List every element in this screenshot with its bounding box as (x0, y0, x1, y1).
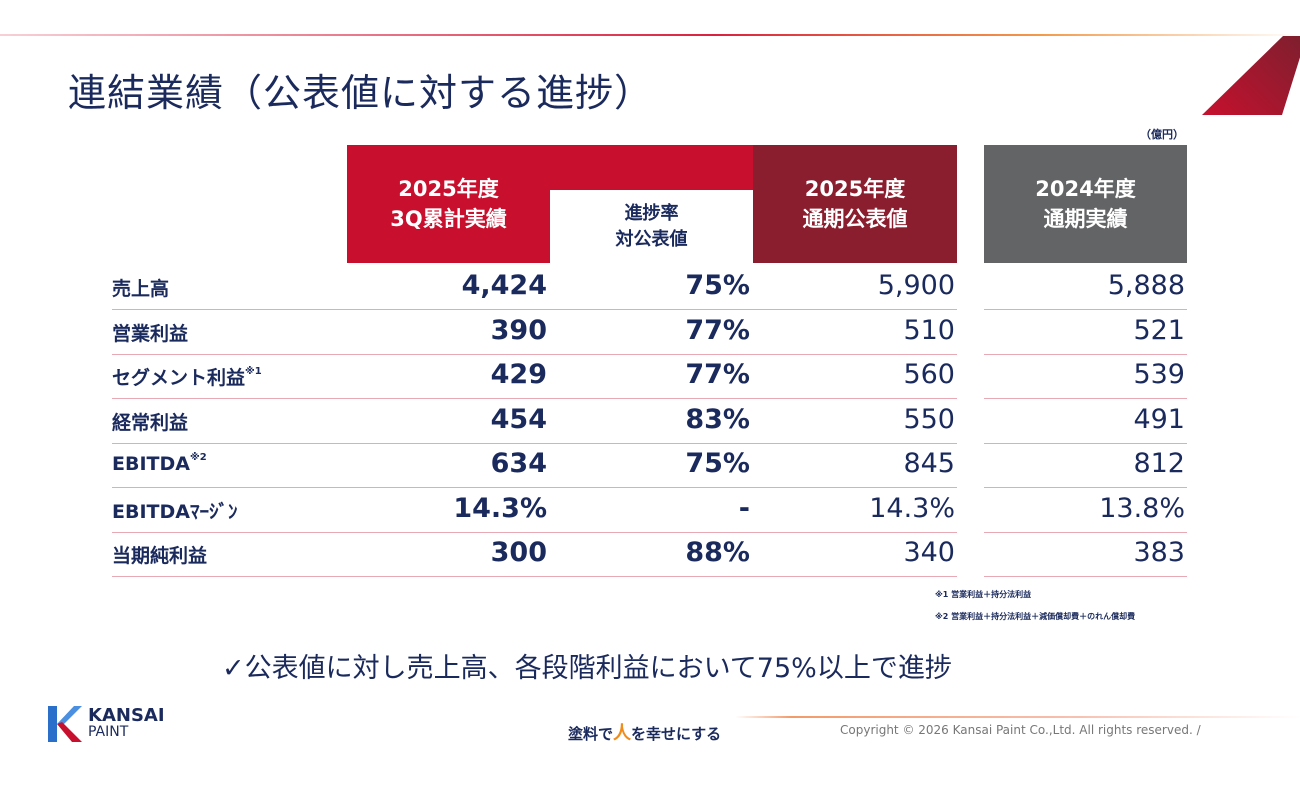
row-divider (112, 531, 957, 533)
row-divider (984, 309, 1187, 310)
header-line: 2024年度 (1035, 177, 1136, 201)
row-divider (112, 487, 957, 488)
row-label: EBITDAﾏｰｼﾞﾝ (112, 497, 237, 524)
header-2024-actual: 2024年度 通期実績 (984, 145, 1187, 263)
cell-forecast: 845 (903, 448, 955, 479)
row-divider (984, 531, 1187, 533)
header-progress-rate: 進捗率 対公表値 (550, 190, 753, 263)
row-label: セグメント利益※1 (112, 363, 262, 390)
logo-text: KANSAI (88, 705, 165, 726)
table-row: EBITDAﾏｰｼﾞﾝ 14.3% - 14.3% 13.8% (0, 489, 1300, 533)
row-label-text: 売上高 (112, 278, 170, 300)
row-label-text: EBITDAﾏｰｼﾞﾝ (112, 500, 238, 523)
logo-k-icon (48, 706, 82, 742)
row-divider (984, 353, 1187, 355)
cell-forecast: 560 (903, 359, 955, 390)
row-label: 営業利益 (112, 319, 188, 346)
cell-prev-actual: 521 (1133, 314, 1185, 346)
table-row: 売上高 4,424 75% 5,900 5,888 (0, 266, 1300, 310)
row-label: 経常利益 (112, 408, 188, 435)
header-line: 対公表値 (615, 228, 688, 250)
cell-progress: - (738, 492, 750, 524)
row-divider (112, 309, 957, 310)
header-line: 2025年度 (804, 177, 906, 201)
logo-text: PAINT (88, 724, 129, 740)
kansai-paint-logo: KANSAI PAINT (48, 706, 165, 742)
unit-label: （億円） (1140, 128, 1184, 141)
row-label: 売上高 (112, 274, 169, 301)
table-row: 当期純利益 300 88% 340 383 (0, 533, 1300, 577)
top-accent-line (0, 34, 1300, 36)
cell-3q-actual: 390 (490, 314, 547, 346)
table-row: 経常利益 454 83% 550 491 (0, 400, 1300, 444)
table-row: 営業利益 390 77% 510 521 (0, 311, 1300, 355)
row-label-text: 営業利益 (112, 322, 189, 345)
row-label-text: 当期純利益 (112, 545, 208, 567)
row-label-text: EBITDA (112, 453, 190, 475)
cell-progress: 77% (685, 359, 750, 390)
cell-3q-actual: 634 (490, 448, 547, 479)
header-line: 2025年度 (398, 177, 499, 201)
cell-progress: 75% (685, 448, 750, 479)
row-divider (112, 576, 957, 577)
cell-3q-actual: 14.3% (453, 492, 547, 524)
row-divider (112, 442, 957, 444)
cell-forecast: 550 (903, 403, 955, 435)
cell-progress: 83% (685, 403, 750, 435)
slogan-text: 塗料で (568, 725, 614, 743)
cell-forecast: 14.3% (869, 492, 955, 524)
cell-progress: 75% (685, 270, 750, 301)
cell-prev-actual: 5,888 (1107, 270, 1185, 301)
copyright: Copyright © 2026 Kansai Paint Co.,Ltd. A… (840, 723, 1201, 737)
row-divider (984, 398, 1187, 399)
row-divider (984, 487, 1187, 488)
cell-prev-actual: 539 (1133, 359, 1185, 390)
cell-prev-actual: 491 (1133, 403, 1185, 435)
cell-3q-actual: 429 (490, 359, 547, 390)
cell-prev-actual: 812 (1133, 448, 1185, 479)
cell-progress: 77% (685, 314, 750, 346)
slogan-highlight: 人 (613, 723, 632, 744)
header-line: 通期実績 (1043, 207, 1128, 231)
cell-forecast: 5,900 (877, 270, 955, 301)
row-label-text: 経常利益 (112, 411, 189, 434)
footnote-2: ※2 営業利益＋持分法利益＋減価償却費＋のれん償却費 (935, 612, 1136, 621)
cell-forecast: 340 (903, 537, 955, 568)
cell-forecast: 510 (903, 314, 955, 346)
table-row: セグメント利益※1 429 77% 560 539 (0, 355, 1300, 399)
row-label: EBITDA※2 (112, 452, 207, 475)
row-divider (984, 442, 1187, 444)
slogan: 塗料で人を幸せにする (568, 719, 721, 745)
row-label-text: セグメント利益 (112, 367, 246, 389)
header-line: 進捗率 (624, 202, 679, 224)
footer-line (735, 716, 1300, 718)
header-2025-forecast: 2025年度 通期公表値 (753, 145, 957, 263)
cell-progress: 88% (685, 537, 750, 568)
row-note: ※2 (189, 452, 207, 463)
cell-prev-actual: 13.8% (1099, 492, 1185, 524)
slogan-text: を幸せにする (631, 725, 722, 743)
row-divider (112, 398, 957, 399)
corner-decoration (1202, 36, 1300, 115)
conclusion-text: ✓公表値に対し売上高、各段階利益において75%以上で進捗 (222, 653, 952, 684)
footnote-1: ※1 営業利益＋持分法利益 (935, 590, 1032, 599)
cell-3q-actual: 4,424 (461, 270, 547, 301)
cell-prev-actual: 383 (1133, 537, 1185, 568)
row-label: 当期純利益 (112, 541, 207, 568)
row-note: ※1 (245, 366, 262, 377)
cell-3q-actual: 454 (490, 403, 547, 435)
header-line: 通期公表値 (802, 207, 908, 231)
table-row: EBITDA※2 634 75% 845 812 (0, 444, 1300, 488)
cell-3q-actual: 300 (490, 537, 547, 568)
row-divider (984, 576, 1187, 577)
header-line: 3Q累計実績 (390, 207, 507, 231)
page-title: 連結業績（公表値に対する進捗） (68, 71, 654, 115)
row-divider (112, 353, 957, 355)
